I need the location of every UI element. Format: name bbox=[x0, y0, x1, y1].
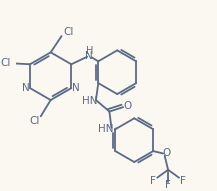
Text: Cl: Cl bbox=[63, 27, 73, 37]
Text: N: N bbox=[72, 83, 80, 93]
Text: N: N bbox=[22, 83, 30, 93]
Text: H: H bbox=[85, 46, 93, 56]
Text: F: F bbox=[165, 180, 171, 190]
Text: HN: HN bbox=[82, 96, 98, 106]
Text: F: F bbox=[150, 176, 156, 186]
Text: O: O bbox=[123, 101, 132, 111]
Text: N: N bbox=[85, 51, 93, 61]
Text: Cl: Cl bbox=[0, 58, 10, 68]
Text: O: O bbox=[163, 148, 171, 158]
Text: HN: HN bbox=[98, 124, 113, 134]
Text: Cl: Cl bbox=[30, 116, 40, 126]
Text: F: F bbox=[180, 176, 186, 186]
